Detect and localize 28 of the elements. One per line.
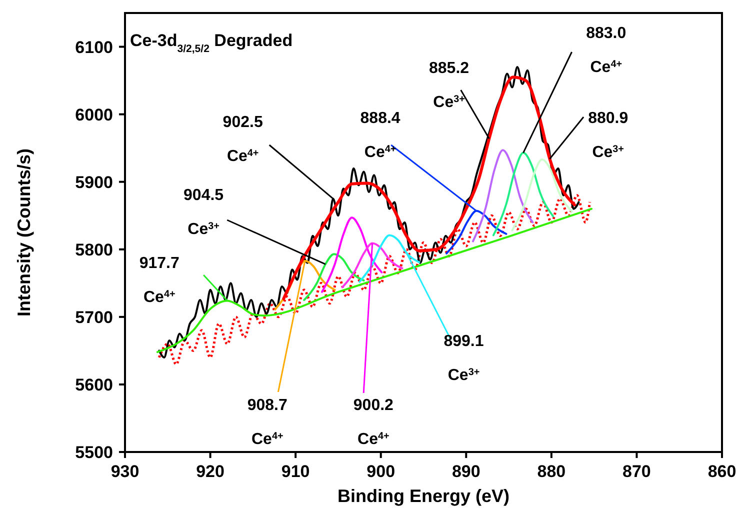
x-tick-label: 900 (366, 462, 396, 481)
x-tick-label: 910 (281, 462, 310, 481)
annotation: 917.7 Ce$^{4+}$ (139, 255, 180, 306)
annotation: 899.1 Ce$^{3+}$ (444, 333, 484, 384)
x-tick-label: 930 (110, 462, 140, 481)
annotation: 888.4 Ce$^{4+}$ (360, 110, 400, 161)
y-axis-title: Intensity (Counts/s) (14, 148, 34, 317)
x-tick-label: 890 (452, 462, 480, 481)
annotation: 880.9 Ce$^{3+}$ (588, 110, 628, 161)
y-tick-label: 5600 (75, 375, 113, 394)
annotation: 900.2 Ce$^{4+}$ (353, 397, 394, 448)
annotation: 902.5 Ce$^{4+}$ (222, 114, 263, 165)
x-tick-label: 870 (622, 462, 651, 481)
annotation: 885.2 Ce$^{3+}$ (429, 60, 470, 111)
x-tick-label: 860 (708, 462, 736, 481)
x-tick-label: 880 (537, 462, 566, 481)
x-tick-label: 920 (196, 462, 224, 481)
y-tick-label: 5700 (75, 308, 113, 327)
annotation: 904.5 Ce$^{3+}$ (184, 187, 224, 238)
annotation: 883.0 Ce$^{4+}$ (586, 25, 626, 76)
annotation: 908.7 Ce$^{4+}$ (247, 397, 288, 448)
x-axis-title: Binding Energy (eV) (337, 486, 510, 506)
y-tick-label: 6000 (75, 105, 113, 124)
y-tick-label: 6100 (75, 38, 113, 57)
y-tick-label: 5500 (75, 443, 113, 462)
y-tick-label: 5800 (75, 240, 113, 260)
text: Ce-3d$_{3/2,5/2}$ Degraded (130, 31, 293, 55)
y-tick-label: 5900 (75, 172, 113, 192)
